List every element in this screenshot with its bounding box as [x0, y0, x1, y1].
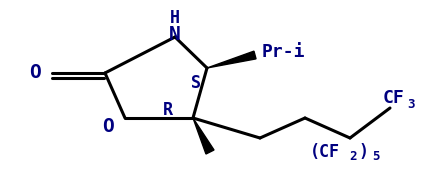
Polygon shape	[207, 51, 256, 68]
Text: 5: 5	[372, 150, 380, 163]
Text: CF: CF	[383, 89, 405, 107]
Text: R: R	[163, 101, 173, 119]
Text: N: N	[169, 24, 181, 43]
Text: O: O	[29, 64, 41, 83]
Text: 3: 3	[407, 98, 414, 110]
Text: ): )	[358, 143, 368, 161]
Text: H: H	[170, 9, 180, 27]
Text: Pr-i: Pr-i	[262, 43, 305, 61]
Text: 2: 2	[349, 150, 356, 163]
Text: S: S	[191, 74, 201, 92]
Text: O: O	[102, 117, 114, 136]
Text: (CF: (CF	[310, 143, 340, 161]
Polygon shape	[193, 118, 214, 154]
